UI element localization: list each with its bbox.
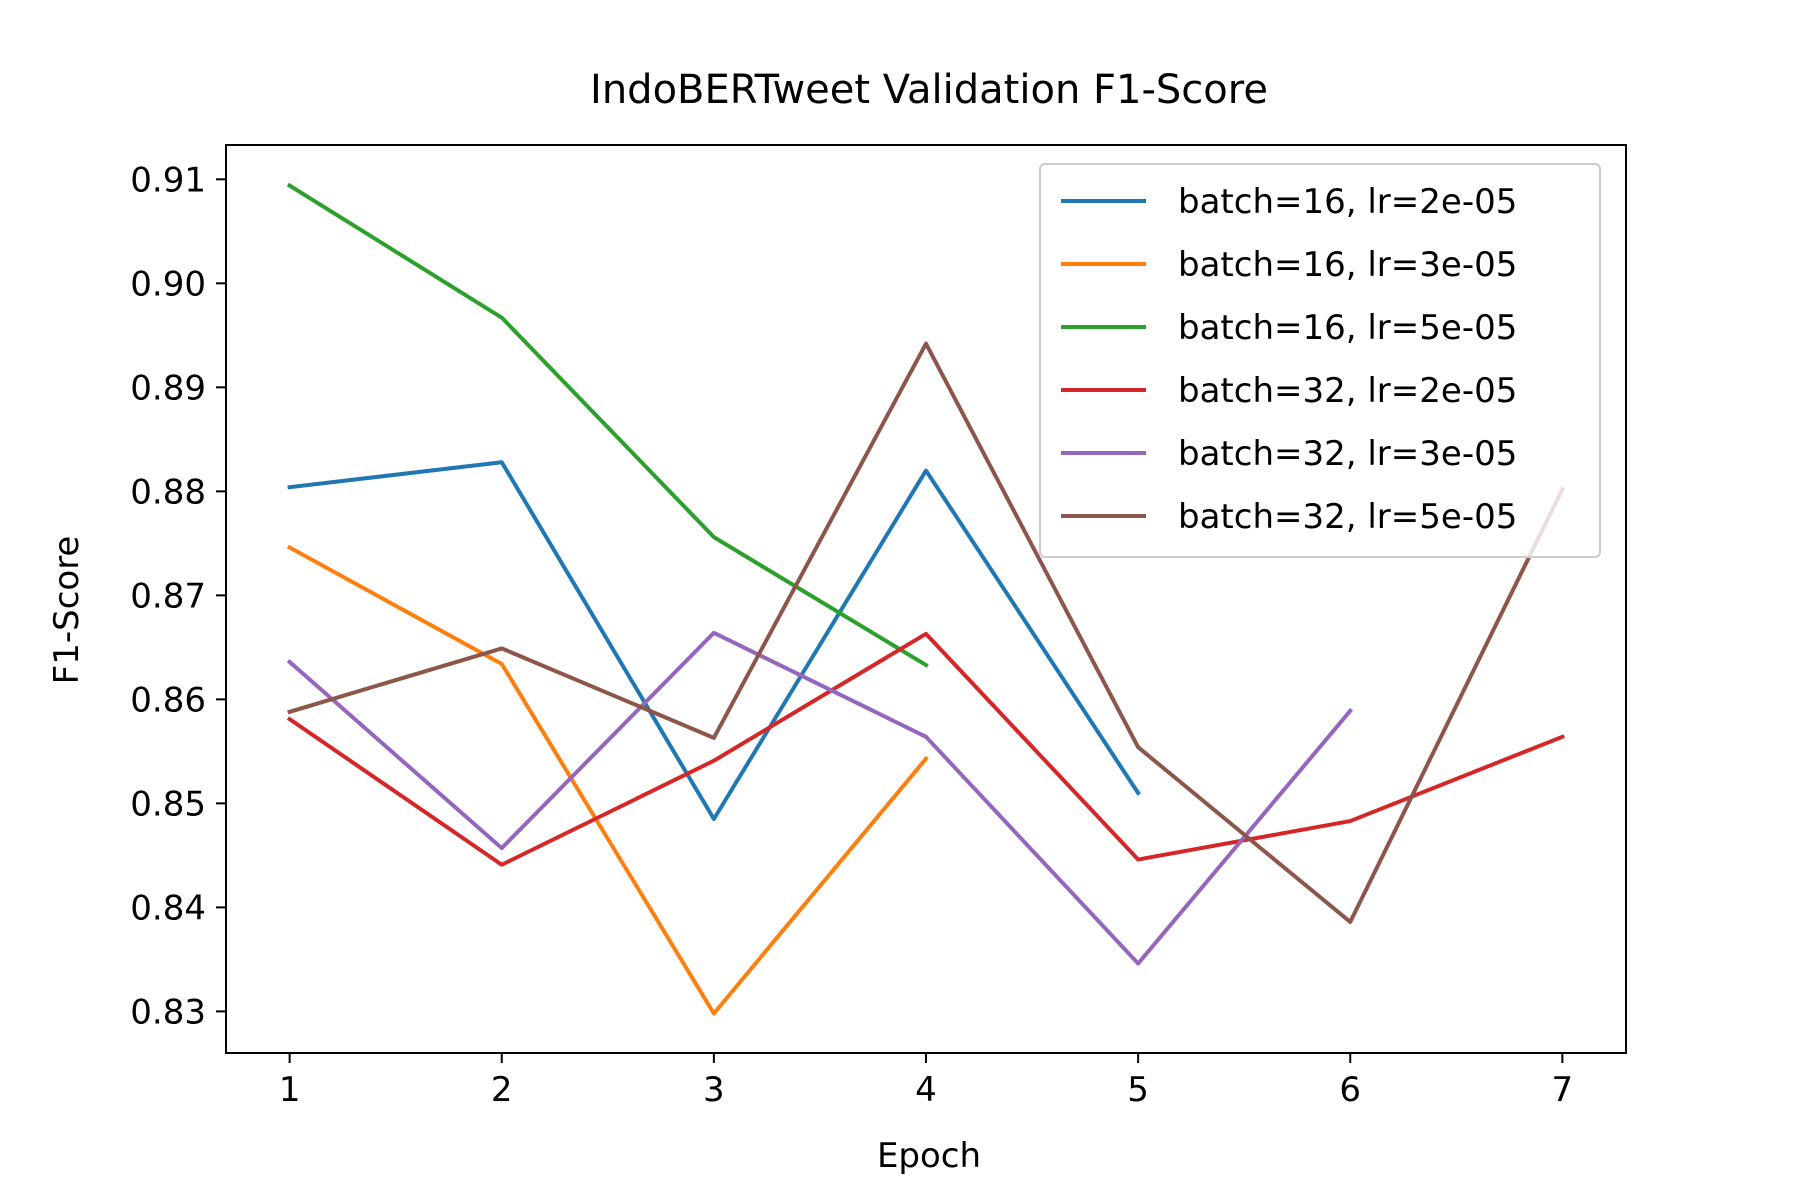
x-axis-label: Epoch	[877, 1136, 981, 1176]
series-line-5	[286, 630, 1354, 966]
legend-box	[1039, 163, 1601, 558]
y-tick-label: 0.89	[130, 368, 206, 408]
x-tick-label: 3	[703, 1070, 725, 1110]
y-tick-label: 0.83	[130, 992, 206, 1032]
y-tick-label: 0.90	[130, 264, 206, 304]
y-tick-label: 0.87	[130, 576, 206, 616]
y-axis-label: F1-Score	[47, 536, 87, 685]
series-line-6	[287, 341, 1566, 924]
x-tick-label: 4	[915, 1070, 937, 1110]
y-tick-label: 0.91	[130, 160, 206, 200]
legend-label-1: batch=16, lr=2e-05	[1178, 182, 1517, 222]
legend-label-2: batch=16, lr=3e-05	[1178, 245, 1517, 285]
x-tick-label: 6	[1339, 1070, 1361, 1110]
series-line-3	[286, 182, 929, 668]
x-tick-label: 5	[1127, 1070, 1149, 1110]
x-tick-label: 2	[491, 1070, 513, 1110]
y-axis: 0.83 0.84 0.85 0.86 0.87 0.88 0.89 0.90 0.91	[130, 160, 226, 1032]
legend-label-6: batch=32, lr=5e-05	[1178, 497, 1517, 537]
y-tick-label: 0.84	[130, 888, 206, 928]
legend-label-3: batch=16, lr=5e-05	[1178, 308, 1517, 348]
series-lines	[286, 182, 1566, 1016]
x-tick-label: 7	[1552, 1070, 1574, 1110]
y-tick-label: 0.88	[130, 472, 206, 512]
x-axis: 1 2 3 4 5 6 7	[279, 1053, 1573, 1110]
y-tick-label: 0.85	[130, 784, 206, 824]
series-line-4	[286, 631, 1565, 867]
legend: batch=16, lr=2e-05 batch=16, lr=3e-05 batc…	[1039, 163, 1601, 558]
series-line-2	[286, 544, 929, 1016]
x-tick-label: 1	[279, 1070, 301, 1110]
series-line-1	[287, 460, 1141, 821]
chart-title: IndoBERTweet Validation F1-Score	[590, 67, 1268, 113]
legend-items: batch=16, lr=2e-05 batch=16, lr=3e-05 batc…	[1061, 182, 1517, 537]
y-tick-label: 0.86	[130, 680, 206, 720]
legend-label-5: batch=32, lr=3e-05	[1178, 434, 1517, 474]
legend-label-4: batch=32, lr=2e-05	[1178, 371, 1517, 411]
